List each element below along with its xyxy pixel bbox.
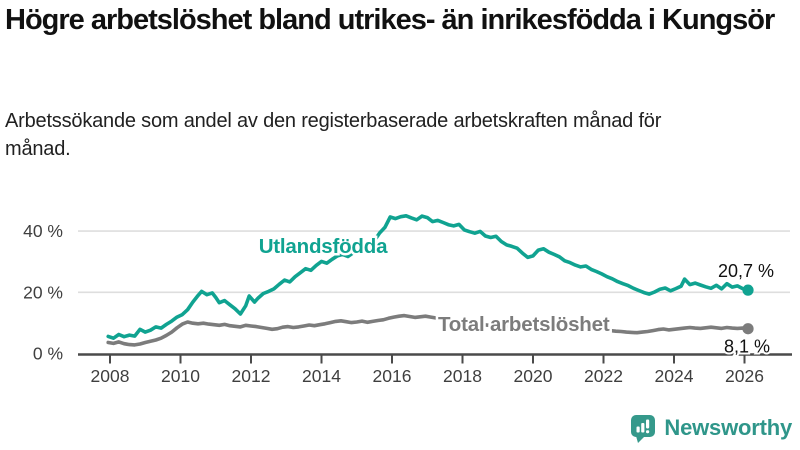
y-tick-label-40: 40 % [23, 221, 63, 241]
x-tick-label-2024: 2024 [655, 366, 694, 386]
series-label-total: Total arbetslöshet [438, 313, 610, 336]
y-tick-label-20: 20 % [23, 282, 63, 302]
x-tick-label-2026: 2026 [725, 366, 764, 386]
series-end-dot-total [742, 323, 754, 335]
x-tick-label-2022: 2022 [584, 366, 623, 386]
series-label-utlandsfodda: Utlandsfödda [259, 235, 388, 258]
newsworthy-logo-icon [631, 415, 656, 443]
x-tick-label-2020: 2020 [514, 366, 553, 386]
x-tick-label-2016: 2016 [373, 366, 412, 386]
chart-title: Högre arbetslöshet bland utrikes- än inr… [5, 4, 775, 36]
brand-name: Newsworthy [664, 415, 792, 440]
chart-subtitle: Arbetssökande som andel av den registerb… [5, 110, 662, 160]
y-tick-label-0: 0 % [33, 344, 63, 364]
end-value-label-total: 8,1 % [724, 337, 770, 357]
x-tick-label-2010: 2010 [161, 366, 200, 386]
series-end-dot-utlandsfodda [742, 284, 754, 296]
x-tick-label-2012: 2012 [232, 366, 271, 386]
brand-footer: Newsworthy [630, 412, 792, 444]
series-line-utlandsfodda [106, 214, 750, 341]
end-value-label-utlandsfodda: 20,7 % [718, 261, 774, 281]
x-tick-label-2014: 2014 [302, 366, 341, 386]
x-tick-label-2008: 2008 [91, 366, 130, 386]
x-tick-label-2018: 2018 [443, 366, 482, 386]
series-line-total [106, 313, 750, 347]
